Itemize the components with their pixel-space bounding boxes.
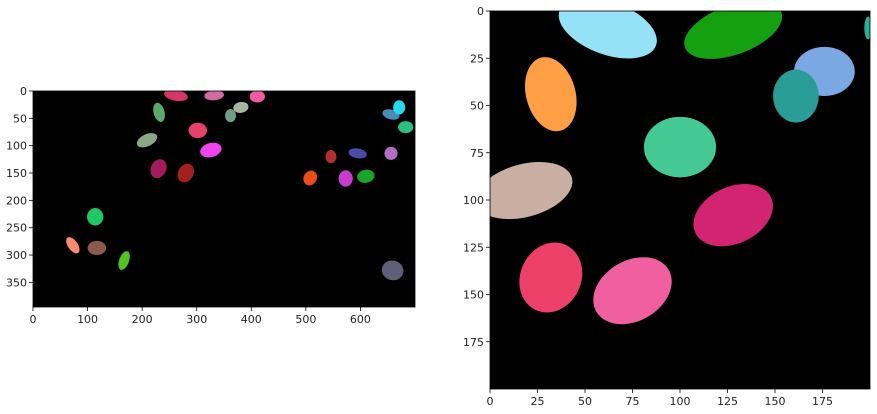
x-tick-label: 25: [531, 395, 545, 408]
y-tick-label: 300: [6, 249, 27, 262]
y-tick-label: 100: [6, 140, 27, 153]
x-tick-label: 400: [241, 313, 262, 326]
x-tick-label: 100: [77, 313, 98, 326]
mask-blob-12: [393, 100, 406, 115]
mask-blob-6: [233, 101, 249, 113]
y-tick-label: 150: [6, 167, 27, 180]
y-tick-label: 0: [477, 5, 484, 18]
mask-blob-1: [684, 11, 783, 59]
mask-blob-7: [693, 183, 773, 247]
mask-blob-8: [519, 242, 583, 313]
right-image-panel: 0 25 50 75 100 125 150 175 0 25 50 75 100 125 150 175: [463, 5, 871, 408]
x-tick-label: 200: [132, 313, 153, 326]
mask-blob-10: [864, 16, 870, 40]
mask-blob-9: [150, 159, 167, 179]
mask-blob-14: [325, 150, 337, 164]
x-tick-label: 125: [717, 395, 738, 408]
y-tick-label: 25: [470, 52, 484, 65]
mask-blob-17: [303, 170, 318, 186]
mask-blob-5: [225, 109, 237, 123]
x-tick-label: 75: [626, 395, 640, 408]
x-tick-label: 0: [30, 313, 37, 326]
y-tick-label: 100: [463, 194, 484, 207]
mask-blob-23: [118, 251, 130, 270]
mask-blob-9: [593, 257, 672, 325]
y-tick-label: 175: [463, 336, 484, 349]
y-tick-label: 50: [13, 112, 27, 125]
x-tick-label: 150: [765, 395, 786, 408]
mask-blob-1: [204, 91, 224, 101]
mask-blob-16: [384, 146, 398, 160]
segmentation-masks: [490, 11, 870, 325]
x-tick-label: 300: [186, 313, 207, 326]
mask-blob-7: [136, 133, 158, 148]
y-tick-label: 250: [6, 222, 27, 235]
mask-blob-5: [643, 116, 717, 178]
segmentation-masks: [66, 91, 414, 281]
mask-blob-19: [357, 169, 375, 183]
x-tick-label: 175: [812, 395, 833, 408]
x-tick-label: 100: [670, 395, 691, 408]
y-tick-label: 50: [470, 100, 484, 113]
y-tick-label: 75: [470, 147, 484, 160]
mask-blob-4: [525, 57, 577, 132]
mask-blob-6: [490, 161, 573, 220]
mask-blob-4: [188, 122, 208, 139]
mask-blob-22: [87, 240, 107, 256]
mask-blob-21: [66, 237, 80, 254]
y-tick-label: 0: [20, 85, 27, 98]
mask-blob-10: [177, 163, 195, 183]
mask-blob-0: [164, 91, 188, 102]
mask-blob-13: [398, 121, 414, 134]
y-tick-label: 200: [6, 194, 27, 207]
mask-blob-0: [558, 11, 657, 59]
image-background: [33, 91, 415, 307]
mask-blob-20: [87, 208, 104, 226]
mask-blob-2: [249, 91, 265, 103]
mask-blob-3: [153, 102, 165, 122]
mask-blob-18: [338, 170, 353, 187]
y-tick-label: 125: [463, 241, 484, 254]
y-tick-label: 150: [463, 289, 484, 302]
left-image-panel: 0 100 200 300 400 500 600 0 50 100 150 200 250 300 350: [6, 85, 416, 326]
axes-frame: [32, 90, 416, 308]
x-tick-label: 0: [487, 395, 494, 408]
x-tick-label: 50: [578, 395, 592, 408]
x-tick-label: 600: [350, 313, 371, 326]
mask-blob-15: [348, 148, 367, 159]
mask-blob-3: [773, 69, 819, 123]
y-tick-label: 350: [6, 276, 27, 289]
x-tick-label: 500: [295, 313, 316, 326]
mask-blob-24: [381, 260, 404, 281]
mask-blob-8: [200, 142, 222, 158]
